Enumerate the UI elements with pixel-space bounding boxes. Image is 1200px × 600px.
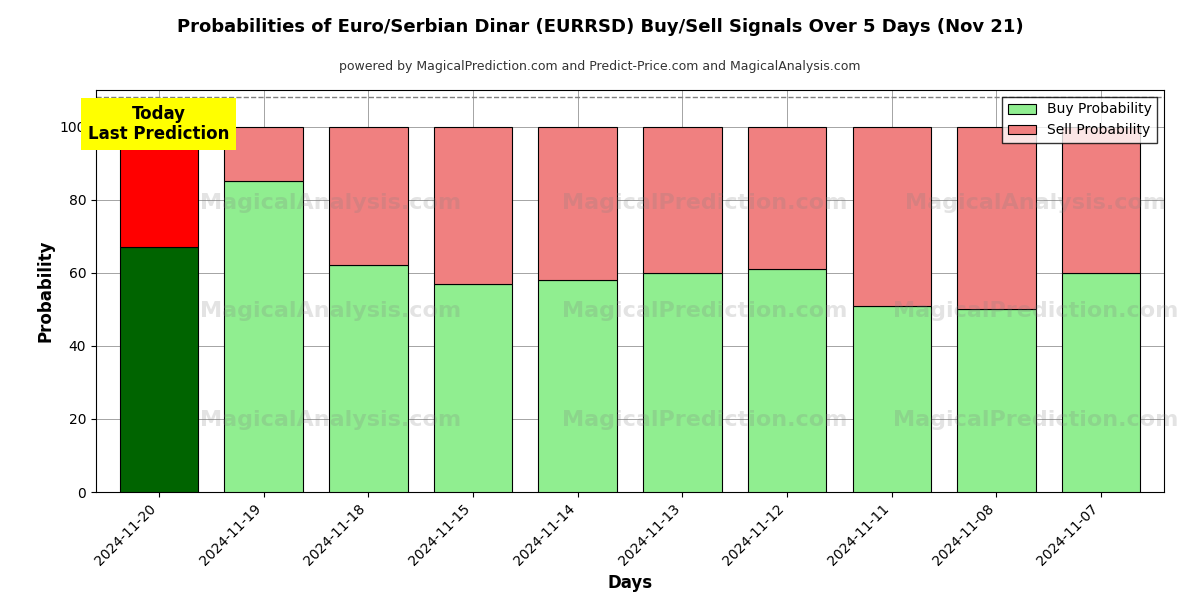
Text: MagicalPrediction.com: MagicalPrediction.com bbox=[562, 193, 847, 212]
Text: MagicalAnalysis.com: MagicalAnalysis.com bbox=[905, 193, 1166, 212]
Bar bbox=[224, 181, 302, 492]
Y-axis label: Probability: Probability bbox=[36, 240, 54, 342]
Text: MagicalAnalysis.com: MagicalAnalysis.com bbox=[200, 301, 462, 321]
Bar bbox=[433, 127, 512, 284]
Bar bbox=[852, 127, 931, 305]
X-axis label: Days: Days bbox=[607, 574, 653, 592]
Bar bbox=[748, 127, 827, 269]
Bar bbox=[643, 273, 721, 492]
Bar bbox=[748, 269, 827, 492]
Bar bbox=[1062, 127, 1140, 273]
Bar bbox=[958, 309, 1036, 492]
Bar bbox=[643, 127, 721, 273]
Text: MagicalPrediction.com: MagicalPrediction.com bbox=[562, 410, 847, 430]
Text: Probabilities of Euro/Serbian Dinar (EURRSD) Buy/Sell Signals Over 5 Days (Nov 2: Probabilities of Euro/Serbian Dinar (EUR… bbox=[176, 18, 1024, 36]
Bar bbox=[329, 265, 408, 492]
Bar bbox=[958, 127, 1036, 309]
Text: MagicalPrediction.com: MagicalPrediction.com bbox=[562, 301, 847, 321]
Text: powered by MagicalPrediction.com and Predict-Price.com and MagicalAnalysis.com: powered by MagicalPrediction.com and Pre… bbox=[340, 60, 860, 73]
Text: Today
Last Prediction: Today Last Prediction bbox=[88, 104, 229, 143]
Bar bbox=[539, 127, 617, 280]
Legend: Buy Probability, Sell Probability: Buy Probability, Sell Probability bbox=[1002, 97, 1157, 143]
Bar bbox=[224, 127, 302, 181]
Bar bbox=[120, 127, 198, 247]
Text: MagicalPrediction.com: MagicalPrediction.com bbox=[893, 301, 1178, 321]
Bar bbox=[120, 247, 198, 492]
Bar bbox=[852, 305, 931, 492]
Text: MagicalPrediction.com: MagicalPrediction.com bbox=[893, 410, 1178, 430]
Text: MagicalAnalysis.com: MagicalAnalysis.com bbox=[200, 410, 462, 430]
Text: MagicalAnalysis.com: MagicalAnalysis.com bbox=[200, 193, 462, 212]
Bar bbox=[329, 127, 408, 265]
Bar bbox=[433, 284, 512, 492]
Bar bbox=[539, 280, 617, 492]
Bar bbox=[1062, 273, 1140, 492]
